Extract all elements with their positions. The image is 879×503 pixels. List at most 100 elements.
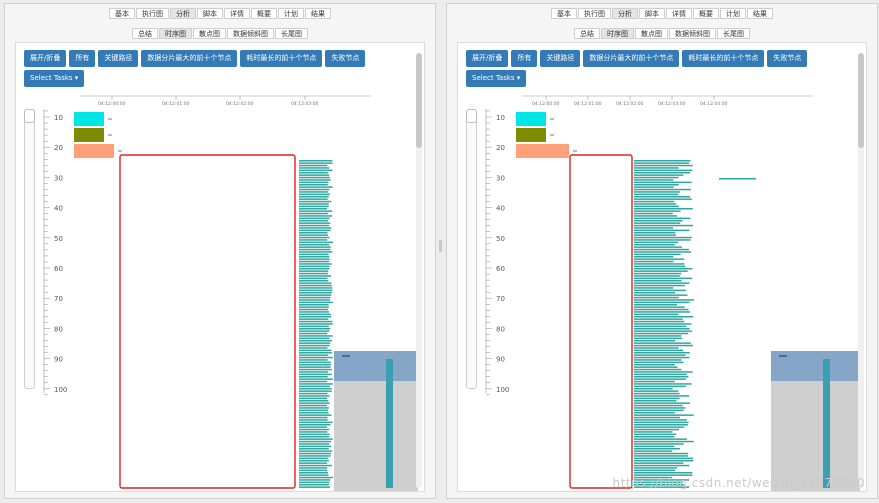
failed-nodes-button[interactable]: 失败节点: [325, 50, 366, 67]
split-handle[interactable]: [439, 240, 442, 252]
top10-slowest-button[interactable]: 耗时最长的前十个节点: [682, 50, 765, 67]
timeline-bar: [634, 203, 677, 205]
scrollbar-thumb[interactable]: [416, 53, 422, 148]
all-button[interactable]: 所有: [69, 50, 96, 67]
tab-detail[interactable]: 详情: [224, 8, 250, 19]
tab-exec-graph[interactable]: 执行图: [136, 8, 169, 19]
select-tasks-dropdown[interactable]: Select Tasks ▾: [24, 70, 85, 87]
tab-result[interactable]: 结果: [747, 8, 773, 19]
timeline-bar: [299, 455, 331, 457]
timeline-bar: [299, 450, 333, 452]
timeline-bar: [299, 349, 332, 352]
task-label-marker: [118, 150, 122, 152]
timeline-bar: [299, 277, 328, 280]
zoom-slider[interactable]: [466, 109, 477, 389]
tab-exec-graph[interactable]: 执行图: [578, 8, 611, 19]
timeline-bar: [634, 164, 693, 167]
timeline-bar: [299, 421, 333, 424]
top10-shards-button[interactable]: 数据分片最大的前十个节点: [583, 50, 680, 67]
timeline-bar: [634, 208, 693, 210]
timeline-bar: [634, 296, 679, 299]
timeline-bar: [299, 428, 330, 431]
timeline-bar: [299, 424, 331, 426]
tab-detail[interactable]: 详情: [666, 8, 692, 19]
timeline-bar: [634, 160, 691, 162]
timeline-bar: [299, 332, 328, 335]
timeline-bar: [634, 191, 681, 193]
tab-basic[interactable]: 基本: [551, 8, 577, 19]
timeline-bar: [634, 258, 685, 260]
subtab-longtail[interactable]: 长尾图: [717, 28, 750, 39]
subtab-skew[interactable]: 数据倾斜图: [227, 28, 274, 39]
vertical-scrollbar[interactable]: [416, 53, 422, 488]
timeline-bar: [299, 172, 328, 174]
timeline-bar: [634, 246, 682, 248]
timeline-bar: [634, 412, 675, 414]
expand-collapse-button[interactable]: 展开/折叠: [466, 50, 509, 67]
all-button[interactable]: 所有: [511, 50, 538, 67]
subtab-scatter[interactable]: 散点图: [193, 28, 226, 39]
timeline-bar: [299, 388, 332, 390]
y-tick-label: 10: [496, 114, 505, 122]
tab-result[interactable]: 结果: [305, 8, 331, 19]
timeline-bar: [299, 409, 329, 412]
timeline-bar: [299, 198, 328, 200]
timeline-bar: [634, 431, 673, 433]
timeline-bar: [299, 395, 330, 397]
timeline-bar: [634, 416, 681, 419]
timeline-bar: [634, 241, 679, 244]
tab-analysis[interactable]: 分析: [612, 8, 638, 19]
timeline-bar: [634, 179, 674, 181]
time-tick-label: 04:12:01:00: [162, 101, 190, 107]
scrollbar-thumb[interactable]: [858, 53, 864, 148]
subtab-scatter[interactable]: 散点图: [635, 28, 668, 39]
critical-path-button[interactable]: 关键路径: [540, 50, 581, 67]
subtab-timeline[interactable]: 时序图: [159, 28, 192, 39]
timeline-bar: [634, 421, 689, 424]
timeline-bar: [299, 299, 331, 301]
vertical-scrollbar[interactable]: [858, 53, 864, 488]
y-tick-label: 90: [496, 356, 505, 364]
critical-path-button[interactable]: 关键路径: [98, 50, 139, 67]
timeline-bar: [299, 356, 333, 359]
tab-summary[interactable]: 概要: [251, 8, 277, 19]
subtab-longtail[interactable]: 长尾图: [275, 28, 308, 39]
timeline-bar: [299, 224, 330, 227]
timeline-bar: [299, 316, 332, 318]
tab-analysis[interactable]: 分析: [170, 8, 196, 19]
timeline-bar: [299, 368, 332, 371]
zoom-slider-handle[interactable]: [466, 109, 477, 123]
tab-plan[interactable]: 计划: [720, 8, 746, 19]
timeline-bar: [299, 460, 329, 462]
timeline-bar: [299, 464, 332, 467]
timeline-bar: [634, 287, 674, 289]
top10-shards-button[interactable]: 数据分片最大的前十个节点: [141, 50, 238, 67]
subtab-overview[interactable]: 总结: [132, 28, 158, 39]
time-tick-label: 04:12:03:00: [658, 101, 686, 107]
select-tasks-dropdown[interactable]: Select Tasks ▾: [466, 70, 527, 87]
failed-nodes-button[interactable]: 失败节点: [767, 50, 808, 67]
timeline-bar: [634, 184, 679, 186]
zoom-slider-handle[interactable]: [24, 109, 35, 123]
tab-plan[interactable]: 计划: [278, 8, 304, 19]
timeline-bar: [299, 160, 333, 162]
timeline-bar: [719, 178, 756, 180]
timeline-bar: [634, 268, 693, 270]
subtab-skew[interactable]: 数据倾斜图: [669, 28, 716, 39]
y-tick-label: 10: [54, 114, 63, 122]
subtab-timeline[interactable]: 时序图: [601, 28, 634, 39]
tab-summary[interactable]: 概要: [693, 8, 719, 19]
timeline-bar: [634, 196, 690, 198]
tab-basic[interactable]: 基本: [109, 8, 135, 19]
timeline-bar: [634, 400, 677, 402]
timeline-bar: [634, 419, 687, 421]
y-tick-label: 60: [496, 265, 505, 273]
tab-script[interactable]: 脚本: [197, 8, 223, 19]
y-tick-label: 40: [496, 205, 505, 213]
top10-slowest-button[interactable]: 耗时最长的前十个节点: [240, 50, 323, 67]
expand-collapse-button[interactable]: 展开/折叠: [24, 50, 67, 67]
subtab-overview[interactable]: 总结: [574, 28, 600, 39]
tab-script[interactable]: 脚本: [639, 8, 665, 19]
timeline-bar: [299, 380, 328, 383]
zoom-slider[interactable]: [24, 109, 35, 389]
